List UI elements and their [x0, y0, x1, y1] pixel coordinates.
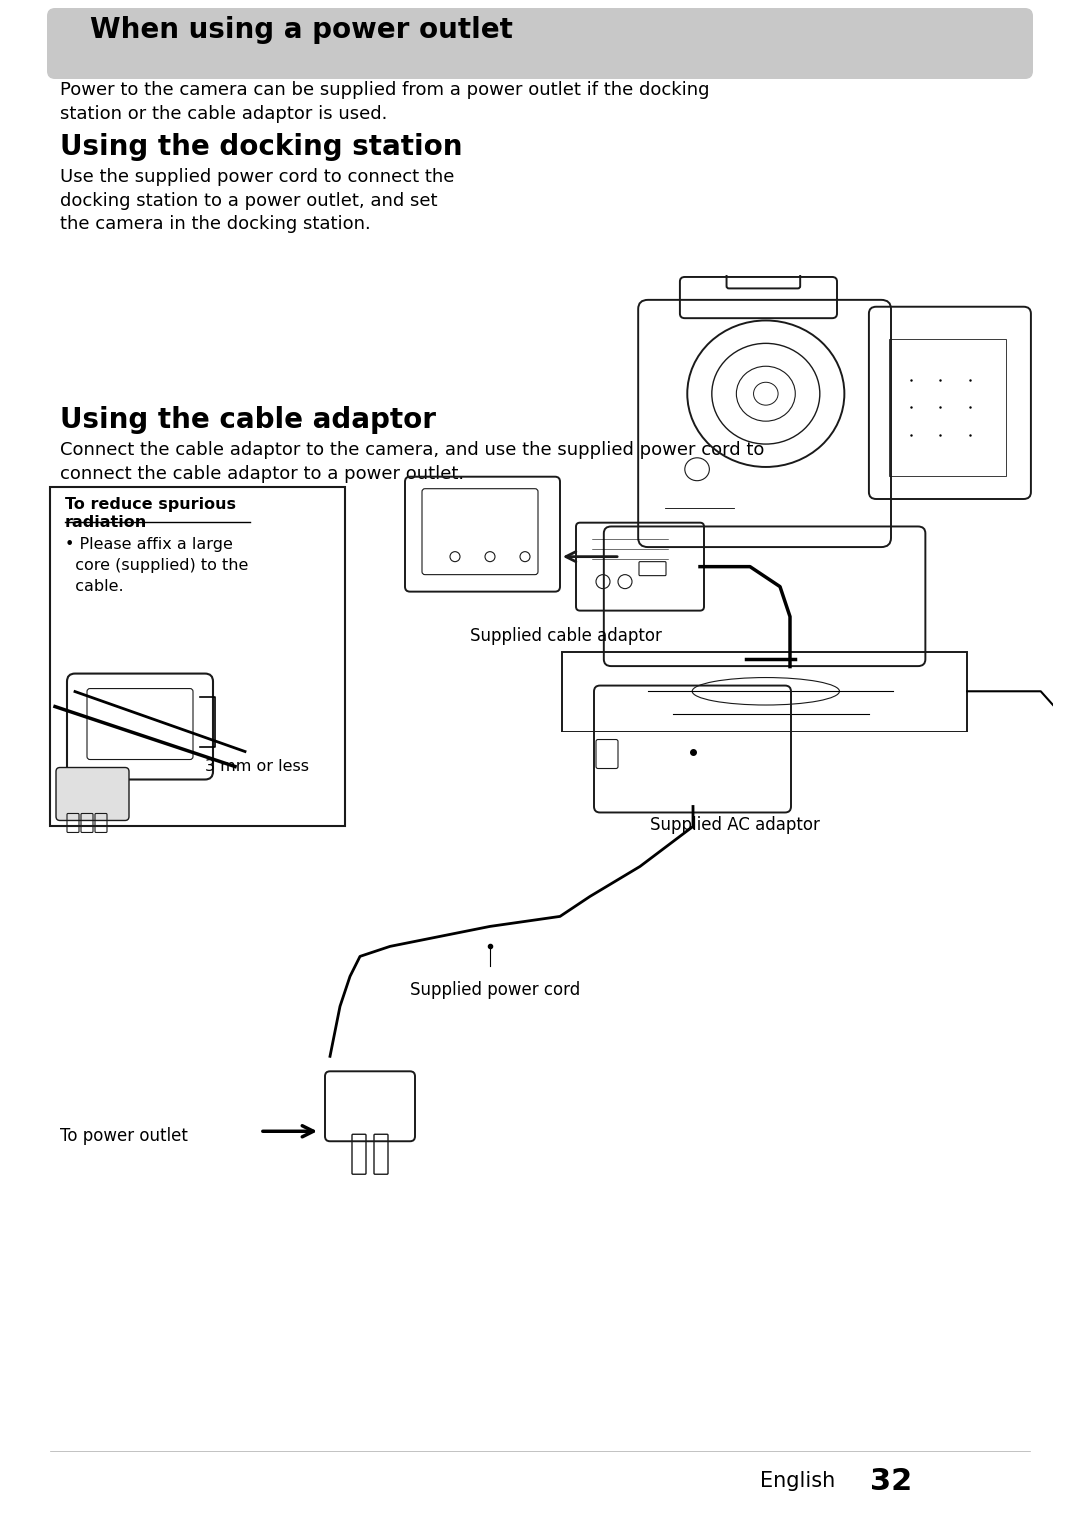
Text: Connect the cable adaptor to the camera, and use the supplied power cord to
conn: Connect the cable adaptor to the camera,… — [60, 441, 765, 482]
FancyBboxPatch shape — [50, 487, 345, 827]
Text: When using a power outlet: When using a power outlet — [90, 15, 513, 44]
Text: • Please affix a large
  core (supplied) to the
  cable.: • Please affix a large core (supplied) t… — [65, 537, 248, 594]
Text: Using the docking station: Using the docking station — [60, 133, 462, 162]
Text: 32: 32 — [870, 1466, 913, 1495]
FancyBboxPatch shape — [48, 8, 1032, 79]
Text: English: English — [760, 1471, 835, 1491]
FancyBboxPatch shape — [56, 768, 129, 821]
Text: Supplied AC adaptor: Supplied AC adaptor — [650, 816, 820, 835]
Text: 3 mm or less: 3 mm or less — [205, 758, 309, 774]
Text: Supplied power cord: Supplied power cord — [410, 981, 580, 1000]
Text: Supplied cable adaptor: Supplied cable adaptor — [470, 627, 662, 644]
Text: Use the supplied power cord to connect the
docking station to a power outlet, an: Use the supplied power cord to connect t… — [60, 168, 455, 233]
Text: To reduce spurious
radiation: To reduce spurious radiation — [65, 496, 237, 531]
Text: Power to the camera can be supplied from a power outlet if the docking
station o: Power to the camera can be supplied from… — [60, 81, 710, 122]
Text: Using the cable adaptor: Using the cable adaptor — [60, 406, 436, 433]
Text: To power outlet: To power outlet — [60, 1128, 188, 1144]
